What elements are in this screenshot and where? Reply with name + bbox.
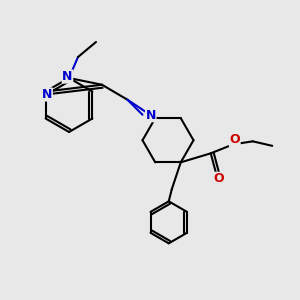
Text: O: O [213,172,224,185]
Text: O: O [230,133,240,146]
Text: N: N [42,88,52,101]
Text: N: N [62,70,73,83]
Text: N: N [146,109,156,122]
